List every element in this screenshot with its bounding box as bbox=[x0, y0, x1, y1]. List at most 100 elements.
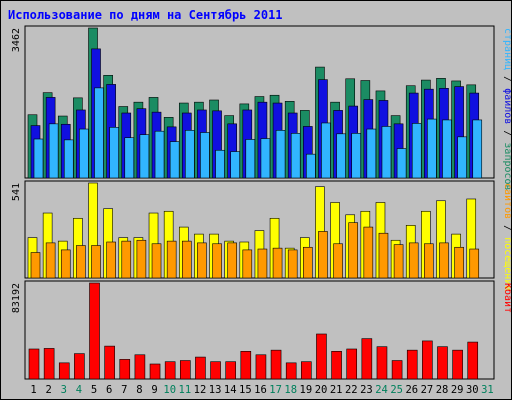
bar-requests-3-day-23 bbox=[366, 128, 377, 179]
bar-visits-2-day-3 bbox=[60, 249, 71, 279]
legend-item: запросов bbox=[502, 142, 511, 190]
bar-traffic-1-day-14 bbox=[225, 361, 236, 380]
bar-visits-2-day-14 bbox=[227, 242, 237, 279]
x-tick-label: 18 bbox=[284, 384, 297, 396]
x-tick-label: 19 bbox=[300, 384, 313, 396]
x-tick-label: 13 bbox=[209, 384, 222, 396]
bar-requests-3-day-13 bbox=[215, 149, 225, 179]
bar-requests-3-day-11 bbox=[184, 130, 195, 179]
bar-traffic-1-day-29 bbox=[452, 349, 463, 380]
panel-max-label: 3462 bbox=[11, 28, 22, 52]
bar-traffic-1-day-12 bbox=[195, 356, 206, 380]
x-tick-label: 3 bbox=[61, 384, 67, 396]
bar-requests-3-day-26 bbox=[411, 123, 422, 179]
bar-visits-2-day-18 bbox=[287, 249, 298, 279]
bar-visits-2-day-9 bbox=[151, 243, 162, 279]
bar-traffic-1-day-8 bbox=[134, 354, 146, 380]
bar-traffic-1-day-6 bbox=[104, 345, 115, 380]
x-tick-label: 9 bbox=[151, 384, 157, 396]
bar-requests-3-day-15 bbox=[245, 139, 256, 179]
bar-requests-3-day-30 bbox=[472, 119, 483, 179]
bar-requests-3-day-1 bbox=[33, 138, 44, 179]
panel-max-label: 83192 bbox=[11, 283, 22, 313]
bar-traffic-1-day-21 bbox=[331, 351, 342, 380]
bar-visits-2-day-16 bbox=[257, 248, 268, 279]
panel-requests: 3462 страниц / файлов / запросов bbox=[11, 25, 511, 191]
bar-requests-3-day-9 bbox=[154, 130, 165, 179]
bar-traffic-1-day-24 bbox=[376, 346, 388, 380]
legend-item: страниц bbox=[502, 28, 511, 70]
x-tick-label: 22 bbox=[345, 384, 358, 396]
x-tick-label: 31 bbox=[481, 384, 494, 396]
x-tick-label: 14 bbox=[224, 384, 237, 396]
bar-traffic-1-day-3 bbox=[58, 362, 70, 380]
bar-requests-3-day-8 bbox=[139, 134, 150, 179]
bar-visits-2-day-6 bbox=[106, 241, 116, 279]
bar-visits-2-day-25 bbox=[393, 244, 404, 279]
bar-visits-2-day-1 bbox=[30, 252, 41, 279]
panel-traffic: 83192 Кбайт bbox=[11, 280, 511, 380]
bar-traffic-1-day-25 bbox=[391, 360, 403, 380]
x-tick-label: 21 bbox=[330, 384, 343, 396]
bar-requests-3-day-28 bbox=[442, 119, 452, 179]
x-tick-label: 12 bbox=[194, 384, 207, 396]
bar-visits-2-day-24 bbox=[378, 232, 389, 279]
bar-traffic-1-day-13 bbox=[210, 361, 221, 380]
bar-visits-2-day-21 bbox=[333, 243, 343, 279]
bar-visits-2-day-19 bbox=[303, 246, 313, 279]
legend-item: файлов bbox=[502, 88, 511, 124]
x-tick-label: 15 bbox=[239, 384, 252, 396]
x-tick-label: 2 bbox=[46, 384, 52, 396]
bar-requests-3-day-7 bbox=[124, 137, 135, 179]
legend-separator: / bbox=[502, 124, 511, 142]
bar-requests-3-day-27 bbox=[427, 118, 437, 179]
bar-requests-3-day-29 bbox=[457, 136, 467, 179]
panel-visits: 541 сайтов / посещений bbox=[11, 180, 511, 291]
x-tick-label: 5 bbox=[91, 384, 97, 396]
x-tick-label: 7 bbox=[121, 384, 127, 396]
bar-requests-3-day-6 bbox=[109, 127, 119, 179]
legend-item: Кбайт bbox=[502, 283, 511, 313]
legend-item: сайтов bbox=[502, 183, 511, 219]
bar-visits-2-day-7 bbox=[121, 240, 132, 279]
x-tick-label: 23 bbox=[360, 384, 373, 396]
bar-traffic-1-day-4 bbox=[74, 353, 85, 380]
bar-visits-2-day-8 bbox=[136, 239, 147, 279]
legend-separator: / bbox=[502, 219, 511, 237]
bar-traffic-1-day-9 bbox=[149, 363, 161, 380]
chart-title: Использование по дням на Сентябрь 2011 bbox=[8, 8, 283, 22]
bar-traffic-1-day-26 bbox=[406, 349, 418, 380]
x-tick-label: 6 bbox=[106, 384, 112, 396]
x-tick-label: 17 bbox=[269, 384, 282, 396]
bar-visits-2-day-23 bbox=[363, 226, 374, 279]
bar-visits-2-day-28 bbox=[439, 242, 449, 279]
bar-requests-3-day-14 bbox=[230, 151, 240, 179]
bar-visits-2-day-5 bbox=[91, 245, 101, 279]
bar-requests-3-day-22 bbox=[351, 133, 362, 179]
bar-visits-2-day-27 bbox=[424, 243, 434, 279]
bar-requests-3-day-25 bbox=[396, 148, 407, 179]
bar-visits-2-day-4 bbox=[76, 245, 86, 279]
panel-legend-visits: сайтов / посещений bbox=[502, 183, 511, 291]
x-tick-label: 10 bbox=[163, 384, 176, 396]
bar-traffic-1-day-30 bbox=[467, 341, 479, 380]
bar-requests-3-day-19 bbox=[306, 153, 316, 179]
bar-traffic-1-day-23 bbox=[361, 338, 373, 380]
panel-legend-requests: страниц / файлов / запросов bbox=[502, 28, 511, 191]
bar-traffic-1-day-10 bbox=[164, 361, 176, 380]
x-tick-label: 1 bbox=[30, 384, 36, 396]
bar-traffic-1-day-18 bbox=[285, 362, 297, 380]
bar-visits-2-day-12 bbox=[197, 242, 207, 279]
bar-traffic-1-day-7 bbox=[119, 359, 131, 380]
x-tick-label: 24 bbox=[375, 384, 388, 396]
x-tick-label: 8 bbox=[136, 384, 142, 396]
bar-traffic-1-day-19 bbox=[301, 361, 312, 380]
bar-visits-2-day-17 bbox=[272, 247, 283, 279]
legend-separator: / bbox=[502, 70, 511, 88]
bar-traffic-1-day-17 bbox=[270, 349, 282, 380]
x-tick-label: 29 bbox=[451, 384, 464, 396]
legend-item: посещений bbox=[502, 237, 511, 291]
bar-traffic-1-day-16 bbox=[255, 354, 267, 380]
bar-visits-2-day-29 bbox=[454, 246, 464, 279]
bar-visits-2-day-22 bbox=[348, 222, 359, 279]
